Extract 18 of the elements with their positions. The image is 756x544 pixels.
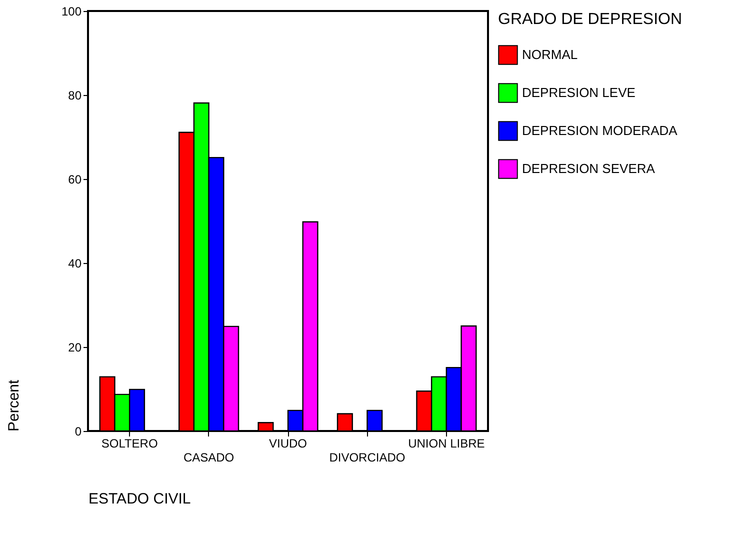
legend-label: DEPRESION MODERADA [522, 123, 678, 138]
y-tick-label: 40 [68, 256, 82, 270]
x-tick-label: DIVORCIADO [329, 450, 406, 464]
y-tick-label: 20 [68, 340, 82, 354]
y-tick-label: 0 [74, 424, 82, 438]
y-tick-label: 80 [68, 88, 82, 102]
legend-label: DEPRESION SEVERA [522, 161, 656, 176]
x-tick-label: CASADO [183, 450, 234, 464]
y-tick-label: 100 [61, 4, 82, 18]
x-tick-label: VIUDO [268, 436, 308, 450]
y-tick-label: 60 [68, 172, 82, 186]
y-axis-title: Percent [5, 378, 22, 432]
legend-label: NORMAL [522, 47, 578, 62]
legend-title: GRADO DE DEPRESION [498, 11, 682, 28]
x-tick-label: SOLTERO [101, 436, 158, 450]
x-tick-label: UNION LIBRE [408, 436, 485, 450]
x-axis-title: ESTADO CIVIL [88, 490, 191, 508]
legend-label: DEPRESION LEVE [522, 85, 636, 100]
